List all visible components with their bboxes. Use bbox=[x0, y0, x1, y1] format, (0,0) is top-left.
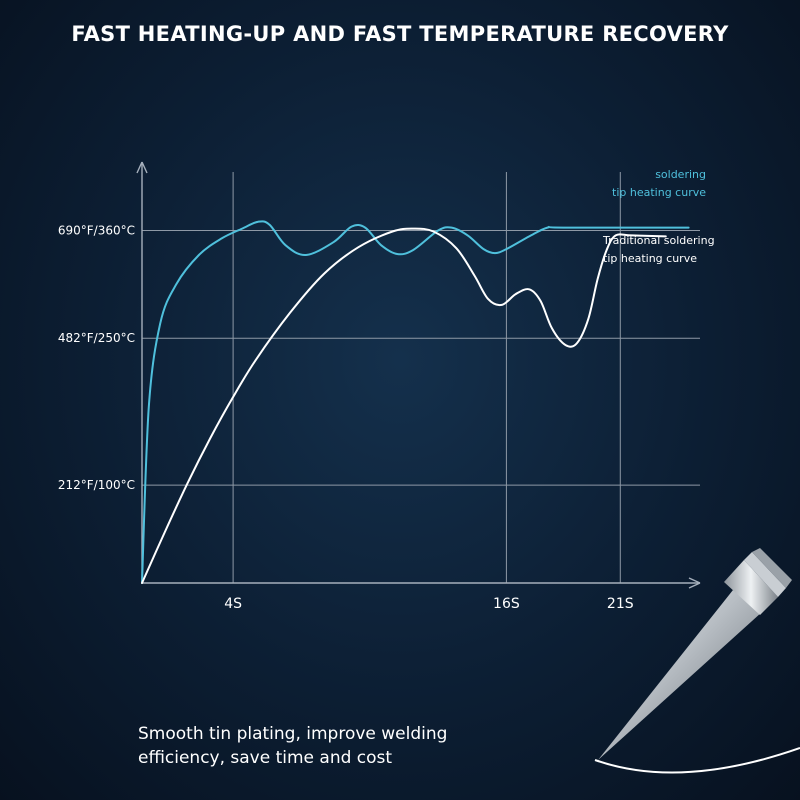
tagline-line-2: efficiency, save time and cost bbox=[138, 748, 393, 768]
x-axis-arrow-icon bbox=[688, 577, 701, 589]
series-label: Traditional soldering bbox=[602, 234, 715, 247]
axes bbox=[136, 161, 701, 589]
y-axis-arrow-icon bbox=[136, 161, 148, 174]
grid bbox=[142, 172, 700, 583]
page-title: FAST HEATING-UP AND FAST TEMPERATURE REC… bbox=[71, 22, 729, 46]
x-tick-label: 16S bbox=[493, 596, 520, 612]
tick-labels: 212°F/100°C 482°F/250°C 690°F/360°C 4S 16S 21… bbox=[58, 224, 634, 612]
fast-heating-curve bbox=[141, 220, 690, 584]
traditional-heating-curve bbox=[141, 227, 667, 584]
tagline-line-1: Smooth tin plating, improve welding bbox=[138, 724, 448, 744]
x-tick-label: 4S bbox=[224, 596, 242, 612]
x-tick-label: 21S bbox=[607, 596, 634, 612]
series bbox=[141, 220, 690, 584]
series-label: soldering bbox=[655, 168, 706, 181]
series-label: tip heating curve bbox=[612, 186, 706, 199]
y-tick-label: 482°F/250°C bbox=[58, 331, 135, 345]
series-labels: soldering tip heating curve Traditional so… bbox=[602, 168, 715, 265]
tagline: Smooth tin plating, improve welding effi… bbox=[138, 722, 498, 770]
y-tick-label: 212°F/100°C bbox=[58, 478, 135, 492]
y-tick-label: 690°F/360°C bbox=[58, 224, 135, 238]
soldering-tip-icon bbox=[594, 548, 800, 774]
series-label: tip heating curve bbox=[603, 252, 697, 265]
